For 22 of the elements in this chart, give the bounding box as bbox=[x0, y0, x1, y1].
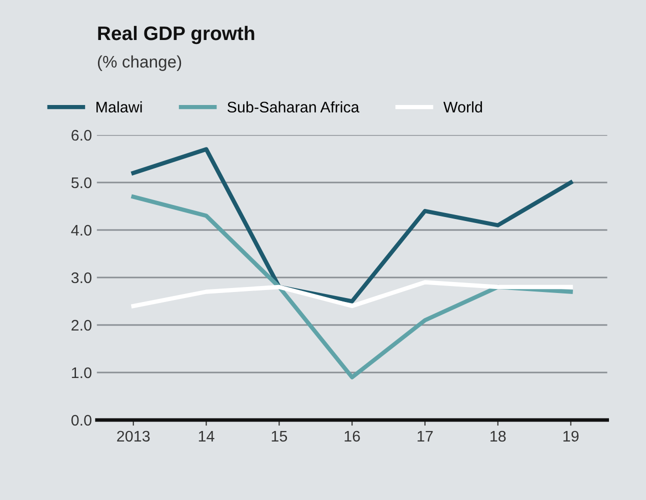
x-tick-label: 16 bbox=[344, 430, 360, 442]
x-tick-label: 18 bbox=[490, 430, 506, 442]
y-tick-label: 5.0 bbox=[71, 177, 92, 188]
y-tick-label: 0.0 bbox=[71, 414, 92, 426]
line-series bbox=[131, 194, 573, 380]
line-series bbox=[131, 280, 573, 308]
x-tick-label: 15 bbox=[272, 430, 288, 442]
chart-subtitle: (% change) bbox=[98, 55, 182, 71]
legend-label: Malawi bbox=[96, 101, 142, 113]
y-tick-label: 1.0 bbox=[72, 367, 92, 378]
x-tick-label: 14 bbox=[198, 430, 214, 442]
x-tick-label: 2013 bbox=[117, 430, 150, 442]
y-tick-label: 2.0 bbox=[72, 320, 92, 331]
legend-label: Sub-Saharan Africa bbox=[228, 101, 360, 113]
x-tick-label: 17 bbox=[418, 430, 433, 442]
y-tick-label: 6.0 bbox=[72, 130, 92, 141]
y-tick-label: 3.0 bbox=[71, 272, 92, 284]
x-tick-label: 19 bbox=[563, 430, 579, 442]
y-tick-label: 4.0 bbox=[71, 224, 92, 236]
legend-label: World bbox=[443, 101, 482, 113]
chart-title: Real GDP growth bbox=[98, 26, 254, 44]
line-series bbox=[131, 147, 573, 304]
